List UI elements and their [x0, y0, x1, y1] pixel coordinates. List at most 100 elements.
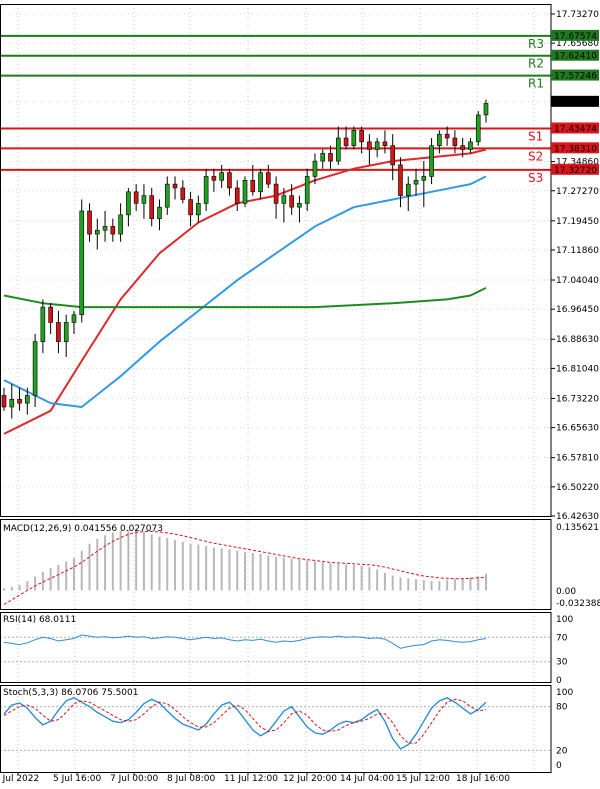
candle	[343, 126, 349, 150]
candle-body-up	[25, 395, 30, 404]
level-value-box	[551, 122, 599, 134]
candle-body-down	[390, 145, 396, 166]
candle	[273, 176, 279, 219]
candle	[17, 387, 22, 411]
price-tick-label: 17.73270	[556, 10, 599, 20]
candle-body-up	[157, 206, 162, 219]
candle	[219, 164, 224, 188]
candle-body-up	[374, 141, 380, 150]
candle-body-up	[320, 153, 326, 162]
candle	[87, 203, 92, 242]
level-label-r1: R1	[528, 77, 544, 91]
candle	[9, 383, 15, 419]
rsi-pane: RSI(14) 68.0111	[0, 615, 551, 663]
candle	[250, 164, 256, 196]
price-tick-label: 16.96450	[556, 305, 599, 315]
level-value-label: 17.32720	[554, 166, 597, 176]
candle	[266, 164, 271, 188]
level-value-box	[551, 69, 599, 81]
candle-body-up	[196, 203, 201, 216]
candle	[71, 310, 77, 334]
candle	[367, 134, 372, 165]
candle	[40, 299, 46, 354]
candle	[56, 310, 61, 354]
time-label: 15 Jul 12:00	[396, 774, 450, 784]
candle-body-up	[242, 179, 248, 204]
candle-body-up	[437, 133, 442, 146]
level-label-r2: R2	[528, 57, 544, 71]
price-tick-label: 16.42630	[556, 512, 599, 522]
candle-body-down	[110, 226, 116, 235]
macd-signal-line	[3, 531, 487, 605]
candle	[258, 168, 263, 200]
candle	[188, 191, 193, 227]
candle	[429, 138, 434, 185]
macd-tick-label: -0.032388	[556, 599, 600, 609]
ma-line-2	[3, 287, 487, 309]
candle-body-up	[219, 172, 224, 181]
level-value-label: 17.43474	[554, 124, 597, 134]
candle-body-up	[164, 183, 170, 208]
candle	[180, 180, 186, 204]
candle	[164, 176, 170, 215]
candle	[281, 187, 287, 223]
price-tick-label: 16.57810	[556, 454, 599, 464]
candle-body-down	[17, 398, 22, 404]
candle-body-up	[312, 160, 318, 177]
candle	[297, 195, 302, 223]
candle-body-down	[328, 153, 333, 162]
pane-border	[0, 612, 552, 683]
candle-body-down	[227, 172, 232, 189]
candle-body-up	[258, 172, 263, 193]
macd-tick-label: 0.135621	[556, 523, 599, 533]
candle-body-up	[9, 398, 15, 408]
stoch-tick-label: 0	[556, 761, 562, 771]
candle-body-up	[304, 176, 310, 204]
level-label-s1: S1	[528, 129, 543, 143]
level-value-box	[551, 29, 599, 41]
candle	[335, 126, 341, 165]
current-price-box	[551, 95, 599, 107]
candle-body-down	[266, 172, 271, 185]
candle	[312, 153, 318, 185]
candle-body-down	[250, 179, 256, 193]
candle-body-down	[234, 187, 240, 204]
candle-body-down	[211, 176, 217, 181]
candle-body-down	[382, 141, 388, 146]
candle-body-down	[56, 322, 61, 342]
candle	[390, 134, 396, 181]
candle-body-down	[444, 133, 450, 139]
rsi-tick-label: 100	[556, 615, 573, 625]
rsi-tick-label: 30	[556, 658, 568, 668]
level-value-label: 17.38310	[554, 144, 597, 154]
grid	[0, 4, 551, 772]
candle	[25, 387, 30, 415]
candle	[382, 130, 388, 154]
price-tick-label: 17.65680	[556, 39, 599, 49]
candle	[437, 130, 442, 154]
level-value-label: 17.57246	[554, 72, 597, 82]
candle-body-up	[203, 176, 209, 204]
candle	[79, 199, 85, 323]
candle-body-down	[172, 183, 178, 189]
candle-body-down	[87, 210, 92, 235]
axes: 17.73270 17.65680 17.57246 17.50410 17.43474…	[0, 4, 600, 784]
candle	[475, 111, 481, 146]
candle-body-up	[351, 130, 357, 146]
candle-body-down	[460, 145, 465, 150]
candle-body-up	[63, 322, 69, 342]
rsi-tick-label: 0	[556, 676, 562, 686]
candle-body-down	[180, 187, 186, 200]
candle-body-up	[102, 226, 108, 231]
candle	[141, 184, 147, 219]
candle-body-up	[413, 179, 419, 185]
candle	[1, 387, 7, 411]
candle-body-down	[48, 306, 53, 323]
candle	[320, 149, 326, 169]
candle-body-up	[429, 145, 434, 177]
candle-body-down	[188, 199, 193, 216]
candle-body-up	[94, 229, 100, 235]
candle	[359, 126, 364, 154]
candle	[63, 314, 69, 358]
